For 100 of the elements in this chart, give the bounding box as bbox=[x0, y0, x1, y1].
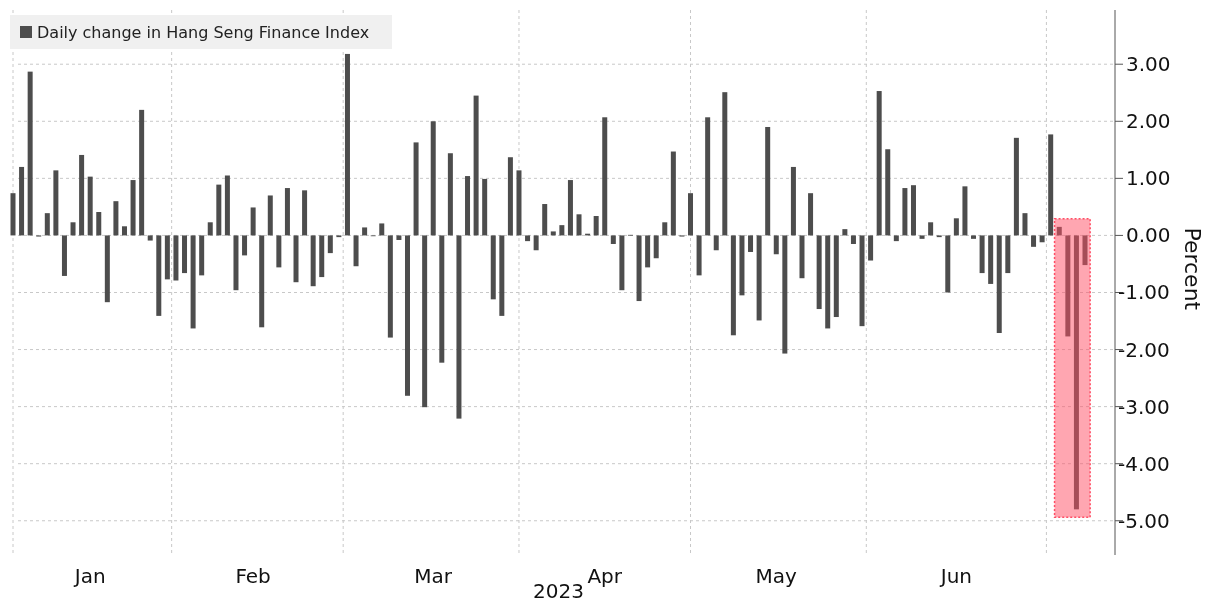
bar bbox=[1073, 235, 1079, 510]
y-tick-label: 0.00 bbox=[1126, 223, 1171, 248]
bar bbox=[808, 193, 814, 236]
bar bbox=[490, 235, 496, 300]
y-tick-label: -5.00 bbox=[1118, 508, 1170, 533]
bar bbox=[636, 235, 642, 302]
bar bbox=[876, 91, 882, 236]
bar bbox=[816, 235, 822, 310]
bar bbox=[276, 235, 282, 268]
bar bbox=[121, 226, 127, 236]
bar bbox=[748, 235, 754, 252]
y-tick-label: -1.00 bbox=[1118, 280, 1170, 305]
legend-label: Daily change in Hang Seng Finance Index bbox=[37, 22, 370, 42]
bar bbox=[688, 193, 693, 236]
bar bbox=[164, 235, 170, 280]
y-axis-title: Percent bbox=[1180, 227, 1206, 311]
bar bbox=[953, 218, 959, 236]
bar bbox=[482, 178, 488, 236]
bar bbox=[670, 151, 676, 236]
bar bbox=[567, 180, 573, 236]
bar bbox=[893, 235, 899, 242]
bar bbox=[387, 235, 393, 338]
bar bbox=[730, 235, 736, 336]
x-tick-label: Jan bbox=[72, 564, 106, 588]
bar bbox=[216, 184, 222, 236]
bar bbox=[456, 235, 462, 419]
x-tick-label: Apr bbox=[587, 564, 623, 588]
bar bbox=[962, 186, 968, 236]
bar bbox=[722, 92, 728, 236]
x-tick-label: Feb bbox=[235, 564, 271, 588]
y-tick-label: 3.00 bbox=[1126, 52, 1171, 77]
bar bbox=[1013, 137, 1019, 236]
bar bbox=[422, 235, 428, 408]
bar bbox=[379, 223, 385, 236]
bar bbox=[190, 235, 196, 329]
bar bbox=[507, 157, 513, 236]
bar bbox=[782, 235, 788, 354]
bar bbox=[319, 235, 325, 278]
bar bbox=[705, 117, 711, 236]
bar bbox=[70, 222, 76, 236]
bar bbox=[396, 235, 402, 240]
bar bbox=[619, 235, 625, 291]
bar bbox=[602, 117, 608, 236]
bar bbox=[1031, 235, 1037, 247]
bar bbox=[259, 235, 265, 328]
bar bbox=[44, 213, 50, 236]
bar bbox=[550, 231, 556, 236]
y-tick-label: 2.00 bbox=[1126, 109, 1171, 134]
bar bbox=[1056, 226, 1062, 236]
bar bbox=[756, 235, 762, 321]
bar bbox=[79, 154, 85, 236]
bar bbox=[850, 235, 856, 244]
y-tick-label: -3.00 bbox=[1118, 394, 1170, 419]
bar bbox=[842, 229, 848, 236]
bar bbox=[919, 235, 925, 239]
bar bbox=[662, 222, 668, 236]
bar bbox=[885, 149, 891, 236]
bar bbox=[233, 235, 239, 291]
bar bbox=[799, 235, 805, 279]
bar bbox=[27, 71, 33, 236]
bar bbox=[439, 235, 445, 363]
x-tick-label: May bbox=[755, 564, 798, 588]
bar bbox=[928, 222, 934, 236]
bar bbox=[645, 235, 651, 268]
bar bbox=[713, 235, 719, 251]
bar bbox=[1039, 235, 1045, 243]
bar bbox=[199, 235, 205, 276]
x-tick-label: Mar bbox=[414, 564, 453, 588]
bar bbox=[362, 227, 368, 236]
bar bbox=[971, 235, 977, 239]
bar bbox=[310, 235, 316, 287]
bar bbox=[1082, 235, 1088, 266]
bar bbox=[447, 153, 453, 236]
bar bbox=[473, 95, 479, 236]
bar bbox=[1065, 235, 1071, 337]
bar bbox=[859, 235, 865, 327]
y-tick-label: -2.00 bbox=[1118, 337, 1170, 362]
bar bbox=[910, 185, 916, 236]
bar bbox=[173, 235, 179, 281]
x-axis-title: 2023 bbox=[533, 579, 584, 603]
bar bbox=[224, 175, 230, 236]
bar bbox=[284, 188, 290, 236]
bar bbox=[1022, 213, 1028, 236]
bar bbox=[405, 235, 410, 396]
bar bbox=[996, 235, 1002, 334]
bar bbox=[353, 235, 359, 267]
bar bbox=[327, 235, 333, 254]
bar bbox=[130, 180, 136, 236]
bar bbox=[516, 170, 522, 236]
bar bbox=[87, 176, 93, 236]
bar bbox=[542, 204, 548, 236]
bar bbox=[61, 235, 67, 276]
bar bbox=[156, 235, 162, 316]
bar bbox=[790, 166, 796, 236]
bar bbox=[267, 195, 273, 236]
bar bbox=[696, 235, 702, 276]
bar bbox=[250, 207, 256, 236]
bar bbox=[773, 235, 779, 255]
bar bbox=[430, 121, 436, 236]
bar bbox=[96, 212, 102, 236]
